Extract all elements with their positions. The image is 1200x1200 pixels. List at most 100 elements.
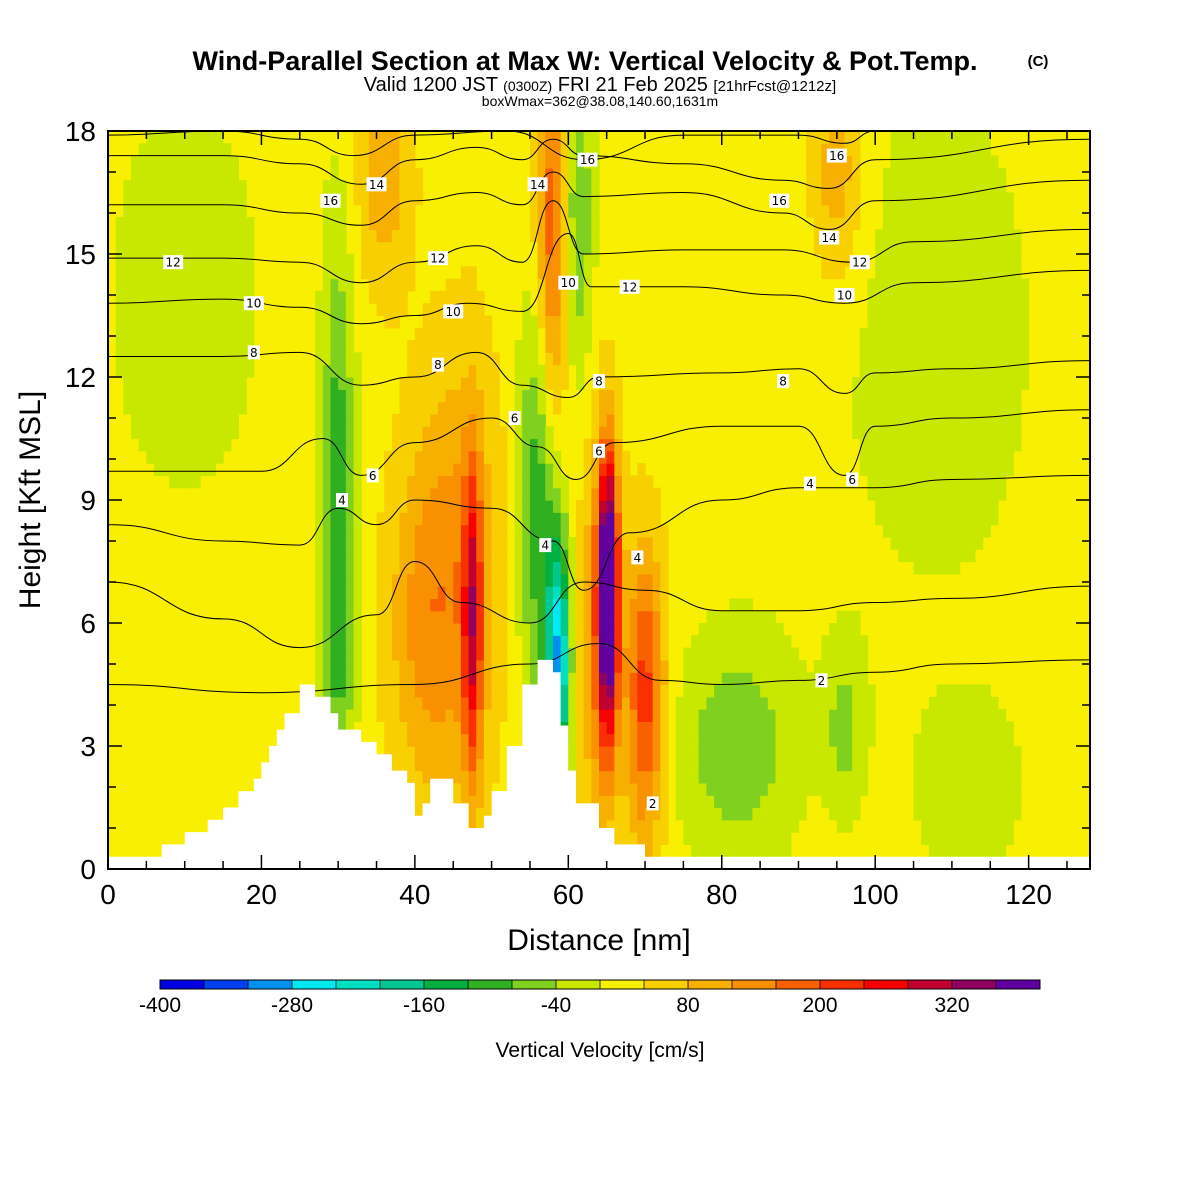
velocity-cell bbox=[437, 610, 447, 624]
velocity-cell bbox=[476, 770, 485, 784]
velocity-cell bbox=[169, 278, 178, 292]
velocity-cell bbox=[468, 746, 477, 759]
velocity-cell bbox=[583, 290, 592, 304]
velocity-cell bbox=[737, 635, 746, 649]
velocity-cell bbox=[951, 266, 961, 280]
velocity-cell bbox=[460, 782, 470, 796]
velocity-cell bbox=[729, 696, 738, 710]
velocity-cell bbox=[928, 438, 938, 452]
velocity-cell bbox=[483, 659, 493, 673]
velocity-cell bbox=[921, 758, 930, 772]
velocity-cell bbox=[491, 696, 500, 710]
velocity-cell bbox=[622, 450, 631, 464]
velocity-cell bbox=[967, 131, 976, 144]
velocity-cell bbox=[967, 807, 976, 821]
velocity-cell bbox=[974, 413, 984, 427]
velocity-cell bbox=[852, 795, 861, 809]
velocity-cell bbox=[882, 204, 892, 218]
velocity-cell bbox=[422, 610, 431, 624]
velocity-cell bbox=[422, 561, 431, 575]
velocity-cell bbox=[583, 254, 592, 267]
velocity-cell bbox=[698, 746, 707, 759]
velocity-cell bbox=[414, 573, 424, 587]
velocity-cell bbox=[852, 684, 861, 698]
velocity-cell bbox=[959, 819, 968, 833]
velocity-cell bbox=[537, 512, 546, 526]
velocity-cell bbox=[599, 389, 608, 403]
velocity-cell bbox=[575, 278, 585, 292]
velocity-cell bbox=[483, 672, 493, 686]
velocity-cell bbox=[522, 364, 531, 378]
velocity-cell bbox=[936, 487, 945, 501]
velocity-cell bbox=[514, 352, 523, 366]
velocity-cell bbox=[499, 623, 508, 636]
velocity-cell bbox=[476, 573, 485, 587]
velocity-cell bbox=[514, 463, 523, 476]
copyright-mark: (C) bbox=[1028, 53, 1049, 70]
velocity-cell bbox=[522, 659, 531, 673]
velocity-cell bbox=[913, 241, 922, 255]
velocity-cell bbox=[376, 266, 385, 280]
velocity-cell bbox=[468, 327, 477, 341]
velocity-cell bbox=[675, 746, 684, 759]
velocity-cell bbox=[660, 647, 669, 661]
velocity-cell bbox=[384, 487, 393, 501]
velocity-cell bbox=[951, 217, 961, 230]
velocity-cell bbox=[660, 561, 669, 575]
velocity-cell bbox=[407, 340, 416, 353]
velocity-cell bbox=[752, 733, 761, 747]
velocity-cell bbox=[161, 241, 170, 255]
velocity-cell bbox=[514, 438, 523, 452]
velocity-cell bbox=[537, 475, 546, 489]
velocity-cell bbox=[399, 131, 408, 144]
velocity-cell bbox=[1013, 782, 1022, 796]
velocity-cell bbox=[376, 684, 385, 698]
velocity-cell bbox=[951, 131, 961, 144]
velocity-cell bbox=[982, 315, 991, 329]
velocity-cell bbox=[338, 192, 347, 206]
velocity-cell bbox=[1005, 315, 1014, 329]
velocity-cell bbox=[583, 180, 592, 194]
velocity-cell bbox=[575, 598, 585, 612]
velocity-cell bbox=[829, 241, 838, 255]
velocity-cell bbox=[177, 450, 186, 464]
velocity-cell bbox=[568, 180, 577, 194]
velocity-cell bbox=[767, 635, 777, 649]
velocity-cell bbox=[875, 303, 884, 317]
velocity-cell bbox=[338, 426, 347, 440]
velocity-cell bbox=[338, 377, 347, 390]
velocity-cell bbox=[230, 426, 240, 440]
velocity-cell bbox=[184, 377, 193, 390]
velocity-cell bbox=[645, 807, 654, 821]
velocity-cell bbox=[691, 733, 700, 747]
velocity-cell bbox=[552, 389, 562, 403]
velocity-cell bbox=[944, 819, 953, 833]
velocity-cell bbox=[322, 524, 332, 538]
velocity-cell bbox=[928, 770, 938, 784]
velocity-cell bbox=[575, 709, 585, 722]
velocity-cell bbox=[890, 500, 899, 513]
velocity-cell bbox=[890, 364, 899, 378]
velocity-cell bbox=[399, 684, 408, 698]
velocity-cell bbox=[568, 549, 577, 563]
velocity-cell bbox=[315, 475, 324, 489]
velocity-cell bbox=[729, 610, 738, 624]
velocity-cell bbox=[399, 610, 408, 624]
velocity-cell bbox=[599, 426, 608, 440]
theta-contour-line bbox=[108, 642, 1090, 694]
velocity-cell bbox=[154, 131, 163, 144]
velocity-cell bbox=[591, 143, 600, 157]
velocity-cell bbox=[422, 327, 431, 341]
velocity-cell bbox=[476, 401, 485, 415]
velocity-cell bbox=[552, 180, 562, 194]
velocity-cell bbox=[775, 807, 784, 821]
velocity-cell bbox=[391, 623, 401, 636]
velocity-cell bbox=[223, 389, 232, 403]
velocity-cell bbox=[384, 278, 393, 292]
velocity-cell bbox=[645, 561, 654, 575]
velocity-cell bbox=[177, 352, 186, 366]
velocity-cell bbox=[729, 598, 738, 612]
velocity-cell bbox=[537, 266, 546, 280]
velocity-cell bbox=[783, 844, 792, 858]
velocity-cell bbox=[315, 450, 324, 464]
